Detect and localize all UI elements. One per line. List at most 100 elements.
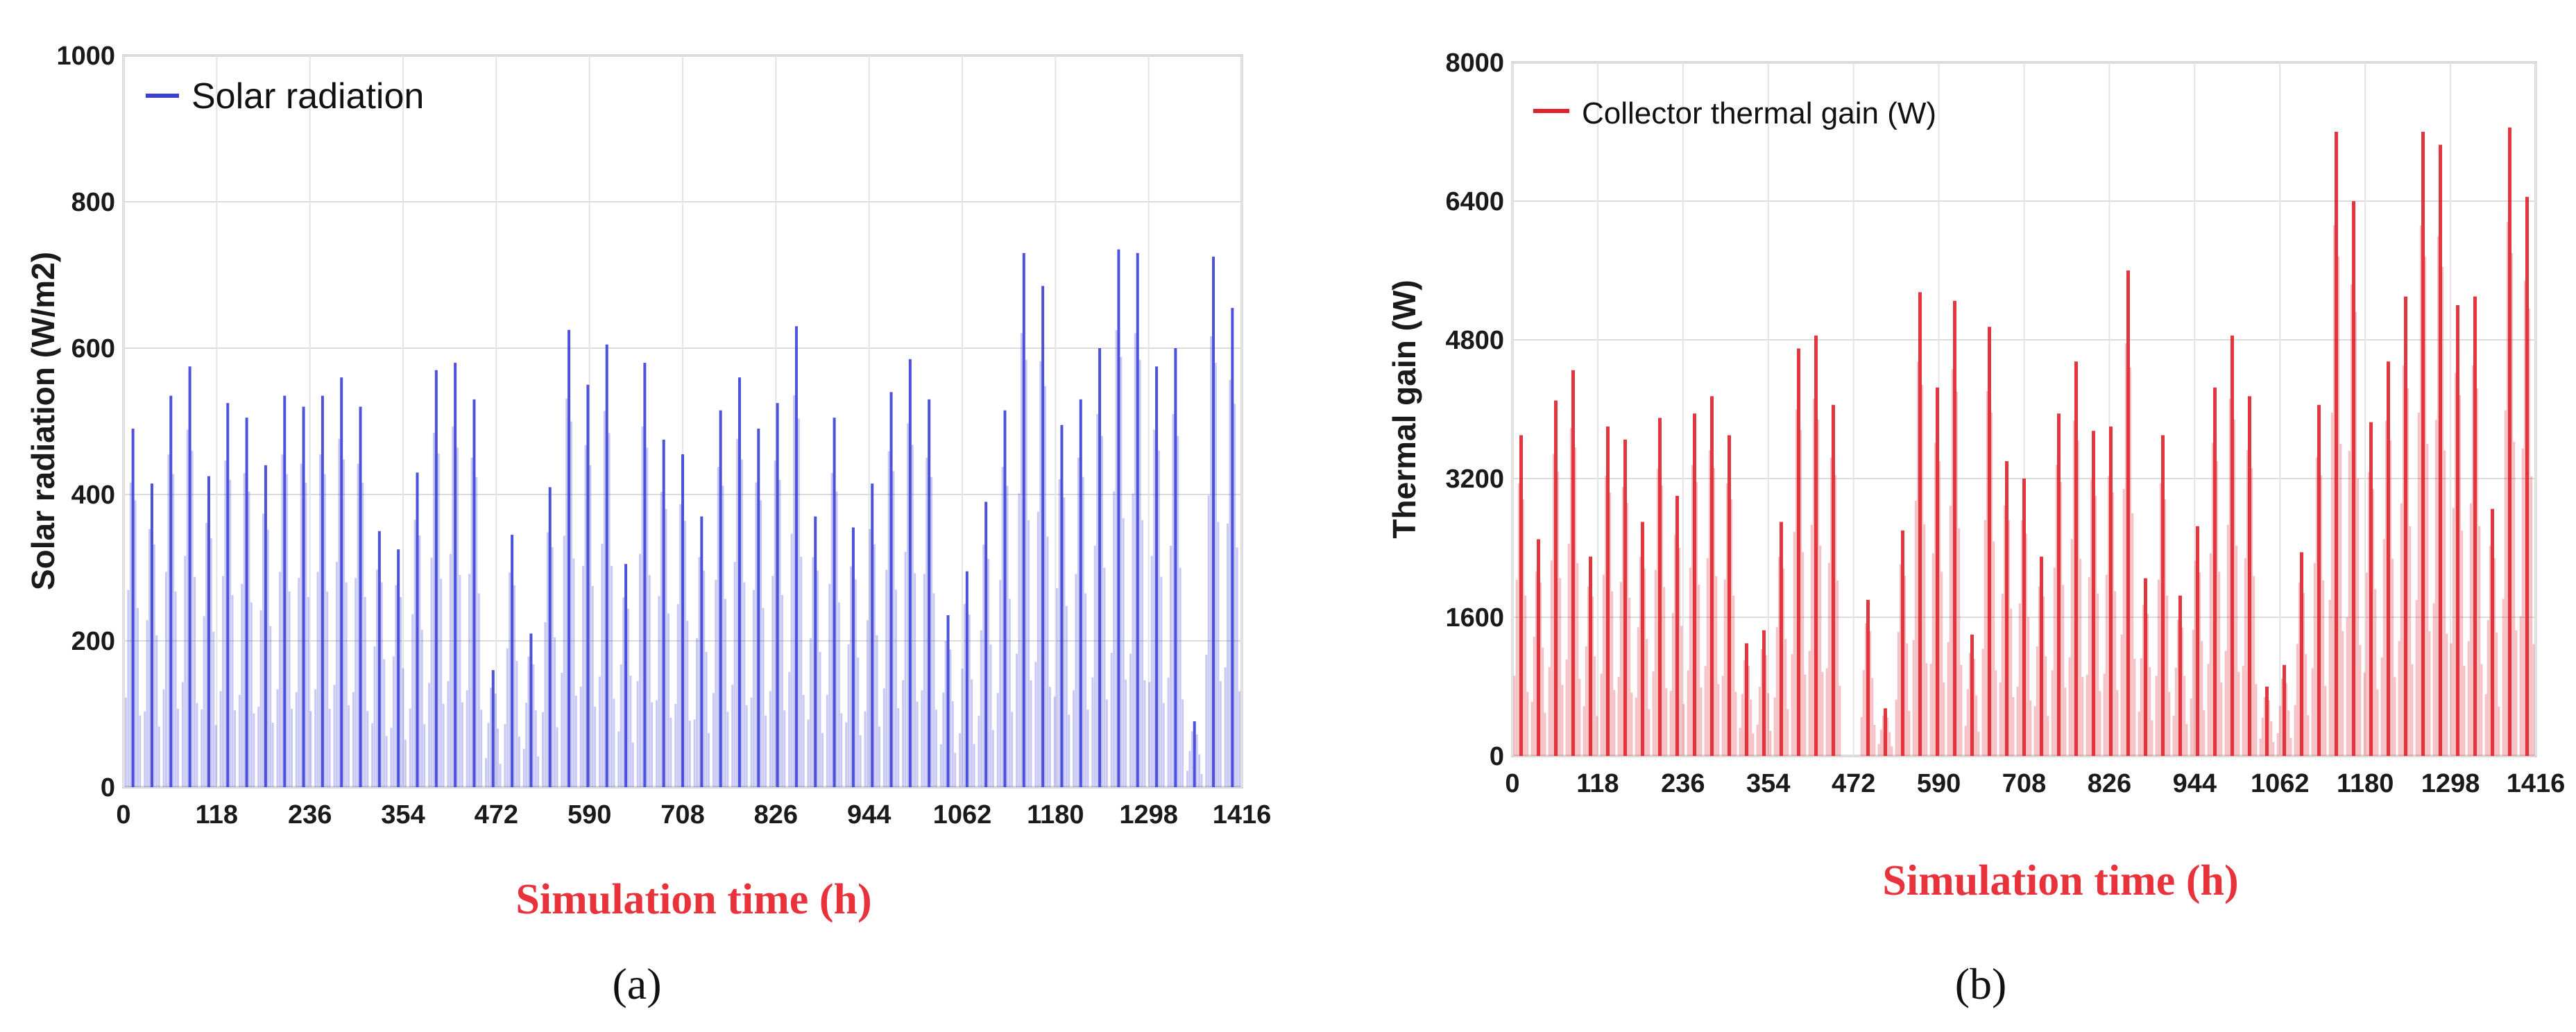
bar-b <box>2138 578 2153 756</box>
bar-a <box>978 501 994 787</box>
y-tick-label-a: 600 <box>71 334 115 363</box>
bar-b <box>2398 296 2414 756</box>
x-tick-label-b: 944 <box>2173 769 2217 798</box>
x-tick-labels-a: 0 118 236 354 472 590 708 826 944 1062 1180 1298 141… <box>116 800 1271 829</box>
bar-b <box>2190 526 2206 756</box>
x-tick-label-b: 0 <box>1505 769 1519 798</box>
x-tick-label-a: 708 <box>660 800 704 829</box>
x-tick-label-b: 236 <box>1661 769 1705 798</box>
x-tick-label-b: 472 <box>1832 769 1875 798</box>
bar-b <box>2519 196 2535 756</box>
bar-b <box>1981 327 1997 756</box>
x-tick-label-a: 472 <box>475 800 518 829</box>
bar-b <box>1652 418 1668 756</box>
x-tick-label-a: 118 <box>196 800 238 829</box>
bar-a <box>769 403 786 787</box>
y-tick-labels-a: 0 200 400 600 800 1000 <box>56 42 115 802</box>
bar-b <box>2484 508 2500 756</box>
y-axis-label-a: Solar radiation (W/m2) <box>25 252 61 590</box>
bar-a <box>238 418 255 787</box>
bar-a <box>693 516 710 787</box>
bar-a <box>1205 257 1222 787</box>
bar-a <box>371 531 388 787</box>
bar-b <box>1739 643 1755 756</box>
bar-b <box>1999 461 2015 756</box>
bar-a <box>201 476 217 787</box>
bar-a <box>902 359 919 787</box>
bar-a <box>181 366 198 787</box>
x-tick-label-a: 1416 <box>1213 800 1272 829</box>
bar-b <box>2432 144 2448 756</box>
bar-a <box>598 344 615 788</box>
bar-a <box>579 384 597 787</box>
bar-a <box>1167 348 1184 787</box>
x-tick-label-b: 1416 <box>2507 769 2566 798</box>
bar-b <box>1617 439 1633 756</box>
bar-a <box>390 549 407 787</box>
bar-b <box>2085 431 2101 756</box>
bar-a <box>1148 366 1165 787</box>
bar-a <box>352 406 369 787</box>
bar-b <box>1583 556 1598 756</box>
bar-a <box>124 429 142 787</box>
bar-b <box>1756 630 1772 756</box>
bar-a <box>617 564 634 787</box>
x-tick-label-b: 118 <box>1576 769 1619 798</box>
x-tick-label-a: 236 <box>288 800 332 829</box>
bars-b <box>1513 127 2535 756</box>
bar-b <box>1964 635 1980 756</box>
legend-a: Solar radiation <box>146 76 424 117</box>
bar-a <box>1091 348 1108 787</box>
bar-b <box>1929 387 1945 756</box>
x-tick-label-a: 826 <box>754 800 798 829</box>
x-tick-labels-b: 0 118 236 354 472 590 708 826 944 1062 1180 1298 141… <box>1505 769 2565 798</box>
bar-b <box>1635 522 1650 756</box>
x-tick-label-a: 1180 <box>1027 800 1084 829</box>
bar-b <box>1860 600 1876 756</box>
bar-b <box>2155 435 2171 756</box>
bar-b <box>1912 292 1928 756</box>
chart-solar-radiation: 0 200 400 600 800 1000 0 118 236 354 472 590 708 826… <box>25 42 1271 1008</box>
y-tick-label-b: 3200 <box>1445 465 1504 494</box>
legend-b: Collector thermal gain (W) <box>1533 96 1936 130</box>
bar-b <box>1947 300 1963 756</box>
bar-b <box>2016 479 2032 756</box>
bar-b <box>2380 361 2396 756</box>
bar-a <box>750 429 767 787</box>
bar-b <box>2415 132 2431 756</box>
x-tick-label-b: 354 <box>1746 769 1790 798</box>
bar-a <box>674 454 691 787</box>
bar-b <box>1721 435 1737 756</box>
x-tick-label-b: 708 <box>2002 769 2046 798</box>
chart-collector-thermal-gain: 0 1600 3200 4800 6400 8000 0 118 236 354 472 590 70… <box>1386 49 2565 1008</box>
x-tick-label-a: 590 <box>568 800 611 829</box>
gridlines-a <box>123 55 1243 788</box>
x-tick-label-b: 1298 <box>2421 769 2480 798</box>
bar-a <box>485 670 502 787</box>
x-tick-label-a: 944 <box>847 800 891 829</box>
bar-b <box>1565 370 1581 756</box>
bar-b <box>1530 539 1546 756</box>
bar-a <box>333 377 350 787</box>
bar-a <box>1224 307 1241 788</box>
bar-b <box>1513 435 1529 756</box>
x-tick-label-b: 1180 <box>2337 769 2394 798</box>
y-tick-label-b: 6400 <box>1445 187 1504 216</box>
bar-b <box>1791 348 1807 756</box>
bar-b <box>2311 404 2327 756</box>
bar-b <box>2450 305 2466 756</box>
x-tick-label-a: 1062 <box>933 800 992 829</box>
bar-b <box>2363 422 2379 756</box>
bar-b <box>1825 404 1841 756</box>
bar-b <box>2051 413 2067 756</box>
bar-a <box>542 487 558 787</box>
bar-a <box>257 465 274 787</box>
x-tick-label-b: 1062 <box>2251 769 2310 798</box>
bar-a <box>655 439 672 787</box>
y-tick-label-b: 0 <box>1490 742 1504 771</box>
bar-b <box>2276 664 2292 756</box>
bar-b <box>2259 687 2275 756</box>
x-tick-label-a: 1298 <box>1119 800 1178 829</box>
bar-a <box>845 527 862 787</box>
bar-b <box>1704 396 1720 756</box>
